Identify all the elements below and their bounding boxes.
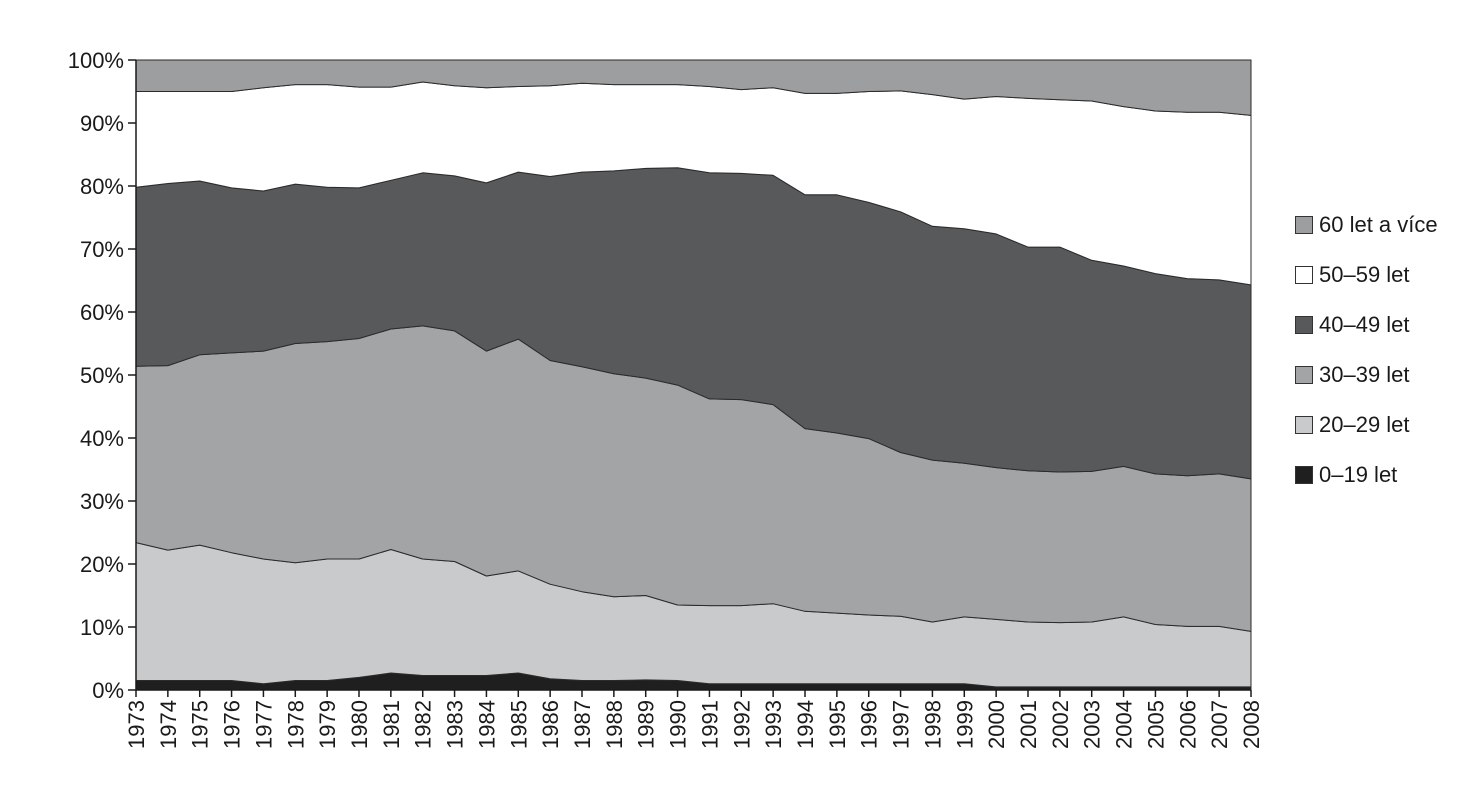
legend-item: 60 let a více (1295, 200, 1438, 250)
legend-item: 0–19 let (1295, 450, 1438, 500)
legend-item: 30–39 let (1295, 350, 1438, 400)
y-tick-label: 100% (68, 48, 124, 73)
y-tick-label: 10% (80, 615, 124, 640)
x-tick-label: 1974 (156, 700, 181, 749)
x-tick-label: 1998 (920, 700, 945, 749)
x-tick-label: 1993 (761, 700, 786, 749)
legend-swatch (1295, 466, 1313, 484)
x-tick-label: 1986 (538, 700, 563, 749)
x-tick-label: 1978 (283, 700, 308, 749)
x-tick-label: 1997 (889, 700, 914, 749)
x-tick-label: 2003 (1080, 700, 1105, 749)
legend-label: 20–29 let (1319, 412, 1410, 437)
x-tick-label: 1991 (697, 700, 722, 749)
y-tick-label: 60% (80, 300, 124, 325)
legend-swatch (1295, 416, 1313, 434)
area-series-group (135, 59, 1252, 691)
x-tick-label: 1981 (379, 700, 404, 749)
x-tick-label: 1975 (188, 700, 213, 749)
legend-label: 30–39 let (1319, 362, 1410, 387)
legend-swatch (1295, 366, 1313, 384)
x-tick-label: 1977 (251, 700, 276, 749)
x-tick-label: 1994 (793, 700, 818, 749)
y-tick-label: 90% (80, 111, 124, 136)
y-axis: 0% 10% 20% 30% 40% 50% 60% 70% 80% 90% 100% (68, 48, 137, 703)
legend-label: 50–59 let (1319, 262, 1410, 287)
legend-item: 40–49 let (1295, 300, 1438, 350)
x-tick-label: 1990 (666, 700, 691, 749)
x-axis: 1973 1974 1975 1976 1977 1978 1979 1980 1981 1982… (124, 689, 1264, 749)
x-tick-label: 1996 (857, 700, 882, 749)
x-tick-label: 2002 (1048, 700, 1073, 749)
y-tick-label: 80% (80, 174, 124, 199)
legend-item: 50–59 let (1295, 250, 1438, 300)
legend-label: 40–49 let (1319, 312, 1410, 337)
x-tick-label: 1984 (474, 700, 499, 749)
x-tick-label: 1982 (411, 700, 436, 749)
y-tick-label: 20% (80, 552, 124, 577)
x-tick-label: 1985 (506, 700, 531, 749)
x-tick-label: 1979 (315, 700, 340, 749)
x-tick-label: 1973 (124, 700, 149, 749)
x-tick-label: 2005 (1143, 700, 1168, 749)
x-tick-label: 1983 (443, 700, 468, 749)
y-tick-label: 30% (80, 489, 124, 514)
x-tick-label: 2001 (1016, 700, 1041, 749)
x-tick-label: 2008 (1239, 700, 1264, 749)
legend-label: 0–19 let (1319, 462, 1398, 487)
x-tick-label: 2000 (984, 700, 1009, 749)
x-tick-label: 1987 (570, 700, 595, 749)
x-tick-label: 1976 (220, 700, 245, 749)
legend-swatch (1295, 216, 1313, 234)
legend-swatch (1295, 266, 1313, 284)
x-tick-label: 1992 (729, 700, 754, 749)
legend-swatch (1295, 316, 1313, 334)
y-tick-label: 70% (80, 237, 124, 262)
x-tick-label: 1995 (825, 700, 850, 749)
y-tick-label: 40% (80, 426, 124, 451)
x-tick-label: 1980 (347, 700, 372, 749)
legend-item: 20–29 let (1295, 400, 1438, 450)
x-tick-label: 1988 (602, 700, 627, 749)
legend-label: 60 let a více (1319, 212, 1438, 237)
y-tick-label: 50% (80, 363, 124, 388)
x-tick-label: 2006 (1175, 700, 1200, 749)
x-tick-label: 2004 (1112, 700, 1137, 749)
x-tick-label: 1989 (634, 700, 659, 749)
legend: 60 let a více 50–59 let 40–49 let 30–39 let… (1295, 200, 1438, 500)
x-tick-label: 2007 (1207, 700, 1232, 749)
x-tick-label: 1999 (952, 700, 977, 749)
y-tick-label: 0% (92, 678, 124, 703)
